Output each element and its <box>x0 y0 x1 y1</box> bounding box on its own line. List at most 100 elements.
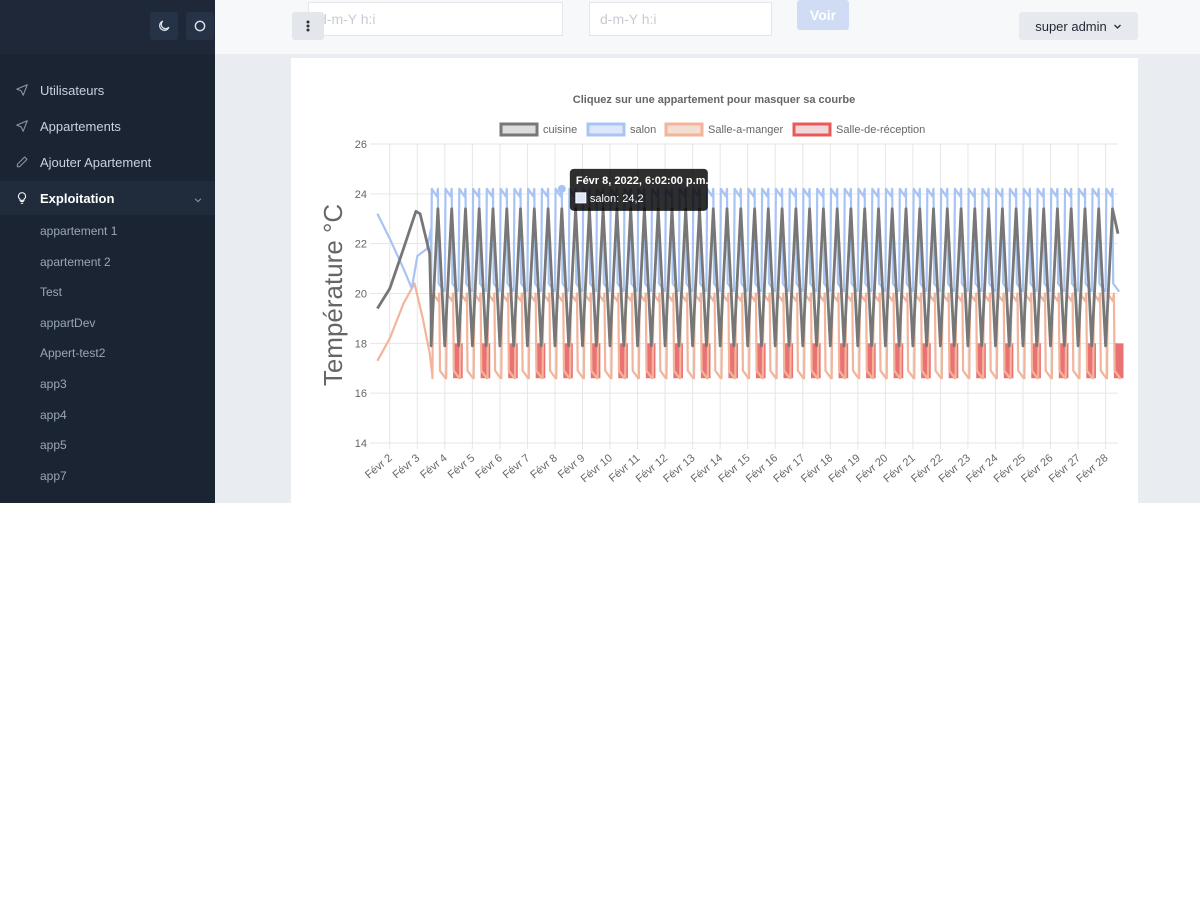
series-reception-block <box>866 343 876 379</box>
series-reception-block <box>590 343 601 379</box>
send-icon <box>0 83 40 97</box>
series-reception-block <box>755 343 766 379</box>
voir-button[interactable]: Voir <box>797 0 849 30</box>
tooltip-point <box>557 184 566 193</box>
legend-swatch <box>664 122 704 137</box>
series-reception-block <box>1003 343 1014 379</box>
sidebar-subitem-appartement-1[interactable]: appartement 1 <box>40 224 118 238</box>
moon-icon <box>159 20 170 31</box>
sidebar-subitem-appartdev[interactable]: appartDev <box>40 316 96 330</box>
legend-label: cuisine <box>543 124 577 136</box>
series-reception-block <box>811 343 821 379</box>
series-reception-block <box>453 343 463 379</box>
y-axis-label: Température °C <box>318 204 348 386</box>
theme-toggle[interactable] <box>186 12 214 40</box>
series-line-salle-a-manger <box>376 282 1122 380</box>
x-tick-label: Févr 8 <box>528 452 560 481</box>
series-reception-block <box>480 343 491 379</box>
legend-label: Salle-a-manger <box>708 124 784 136</box>
chevron-down-icon <box>193 192 203 210</box>
legend-label: Salle-de-réception <box>836 124 925 136</box>
tooltip-value: salon: 24,2 <box>590 193 644 205</box>
chart-series <box>376 187 1124 380</box>
lightbulb-icon <box>0 191 40 205</box>
x-tick-label: Févr 4 <box>418 452 450 481</box>
series-reception-block <box>783 343 794 379</box>
user-name: super admin <box>1035 18 1107 34</box>
series-reception-block <box>618 343 628 379</box>
sidebar-subitem-app5[interactable]: app5 <box>40 438 67 452</box>
sidebar-item-ajouter-apartement[interactable]: Ajouter Apartement <box>0 145 215 179</box>
sidebar-subitem-appert-test2[interactable]: Appert-test2 <box>40 346 106 360</box>
legend-label: salon <box>630 124 656 136</box>
app-window: Utilisateurs Appartements Ajouter Aparte… <box>0 0 1200 503</box>
y-tick-label: 26 <box>355 139 367 151</box>
x-tick-label: Févr 6 <box>473 452 505 481</box>
series-reception-block <box>728 343 739 379</box>
user-menu-button[interactable]: super admin <box>1019 12 1138 40</box>
series-reception-block <box>976 343 986 379</box>
sidebar-item-label: Exploitation <box>40 190 115 206</box>
series-reception-block <box>535 343 546 379</box>
sidebar-item-label: Utilisateurs <box>40 82 105 98</box>
x-tick-label: Févr 28 <box>1074 452 1110 485</box>
more-options-button[interactable] <box>292 12 324 40</box>
legend-swatch <box>586 122 626 137</box>
y-tick-label: 24 <box>355 189 367 201</box>
sidebar-item-label: Ajouter Apartement <box>40 154 152 170</box>
sidebar-subitem-app7[interactable]: app7 <box>40 469 67 483</box>
x-tick-label: Févr 5 <box>446 452 478 481</box>
series-reception-block <box>948 343 959 379</box>
temperature-chart: Cliquez sur une appartement pour masquer… <box>318 94 1124 485</box>
sidebar-subitem-apartement-2[interactable]: apartement 2 <box>40 255 111 269</box>
sidebar-subitem-app4[interactable]: app4 <box>40 408 67 422</box>
y-tick-label: 22 <box>355 239 367 251</box>
series-reception-block <box>645 343 656 379</box>
sidebar: Utilisateurs Appartements Ajouter Aparte… <box>0 0 215 503</box>
series-reception-block <box>838 343 849 379</box>
series-reception-block <box>700 343 711 379</box>
y-axis-ticks: 14 16 18 20 22 24 26 <box>355 139 367 450</box>
sidebar-subitem-test[interactable]: Test <box>40 285 63 299</box>
series-reception-block <box>893 343 904 379</box>
tooltip-title: Févr 8, 2022, 6:02:00 p.m. <box>576 175 709 187</box>
x-tick-label: Févr 2 <box>363 452 395 481</box>
chart-title: Cliquez sur une appartement pour masquer… <box>573 94 855 106</box>
pencil-icon <box>0 155 40 169</box>
chart-legend: cuisine salon Salle-a-manger Salle-de-récep… <box>499 122 925 137</box>
sidebar-item-appartements[interactable]: Appartements <box>0 109 215 143</box>
legend-swatch <box>499 122 539 137</box>
y-tick-label: 16 <box>355 388 367 400</box>
series-reception-block <box>1113 343 1124 379</box>
sidebar-item-utilisateurs[interactable]: Utilisateurs <box>0 73 215 107</box>
sidebar-header <box>0 0 215 54</box>
series-reception-block <box>563 343 573 379</box>
chart-tooltip: Févr 8, 2022, 6:02:00 p.m. salon: 24,2 <box>557 168 709 211</box>
sidebar-item-label: Appartements <box>40 118 121 134</box>
sidebar-item-exploitation[interactable]: Exploitation <box>0 181 215 215</box>
chevron-down-icon <box>1113 24 1121 29</box>
y-tick-label: 18 <box>355 338 367 350</box>
dark-mode-toggle[interactable] <box>150 12 178 40</box>
date-to-input[interactable] <box>589 2 772 36</box>
date-from-input[interactable] <box>308 2 563 36</box>
send-icon <box>0 119 40 133</box>
x-tick-label: Févr 7 <box>501 452 533 481</box>
x-tick-label: Févr 3 <box>391 452 423 481</box>
sidebar-subitem-app3[interactable]: app3 <box>40 377 67 391</box>
y-tick-label: 20 <box>355 289 367 301</box>
kebab-icon <box>306 20 310 32</box>
series-reception-block <box>508 343 518 379</box>
chart-card: Cliquez sur une appartement pour masquer… <box>291 58 1138 503</box>
tooltip-box <box>569 168 708 211</box>
series-line-cuisine <box>376 207 1120 348</box>
circle-icon <box>194 20 206 32</box>
series-reception-block <box>921 343 931 379</box>
series-reception-block <box>1086 343 1096 379</box>
series-reception-block <box>1058 343 1069 379</box>
series-reception-block <box>673 343 683 379</box>
legend-swatch <box>792 122 832 137</box>
tooltip-swatch <box>575 192 587 204</box>
y-tick-label: 14 <box>355 438 367 450</box>
